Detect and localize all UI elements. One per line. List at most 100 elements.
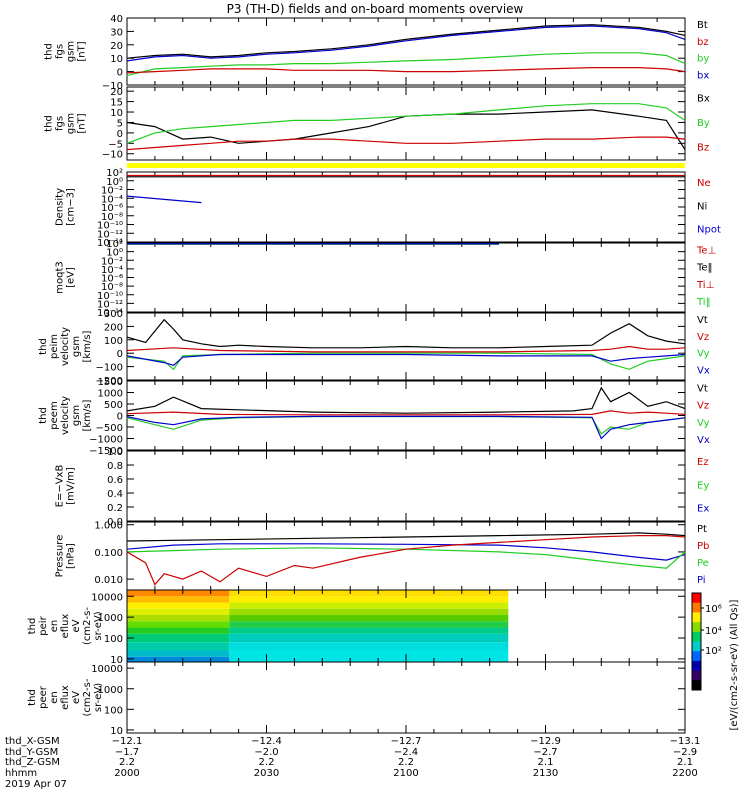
y-tick-label: 20	[110, 41, 123, 52]
y-tick-label: −500	[96, 423, 123, 434]
y-tick-label: 10²	[106, 239, 123, 250]
y-axis-label: sr-eV)	[93, 611, 104, 640]
spectrogram-cell	[127, 596, 230, 603]
spectrogram-cell	[229, 590, 509, 597]
panel-pressure: 1.000 0.100 0.010 Pressure [nPa] Pt Pb Pe Pi	[55, 521, 709, 591]
legend-entry: By	[697, 118, 710, 129]
spectrogram-cell	[127, 602, 230, 609]
legend-entry: Te⊥	[696, 245, 716, 256]
series-Npot	[126, 195, 202, 204]
y-axis-label: [nPa]	[66, 543, 77, 569]
spectrogram-cell	[127, 656, 230, 662]
colorbar-swatch	[692, 631, 701, 642]
y-tick-label: 15	[110, 98, 123, 109]
y-tick-label: 0.4	[107, 489, 123, 500]
y-tick-label: 10	[110, 655, 123, 666]
y-axis-label: velocity	[60, 396, 71, 435]
y-axis-label: sr-eV)	[93, 683, 104, 712]
y-tick-label: −1500	[89, 446, 123, 457]
legend-entry: Bt	[697, 20, 708, 31]
y-tick-label: 5	[117, 118, 123, 129]
series-Pi	[126, 543, 686, 561]
panel-fgs: 40 30 20 10 0 −10 thd fgs gsm [nT] Bt bz by bx	[44, 14, 710, 92]
x-tick-label: 2000	[114, 768, 139, 779]
y-tick-label: 10⁻⁴	[101, 194, 123, 205]
y-tick-label: 0	[117, 129, 123, 140]
legend-entry: Vt	[697, 315, 708, 326]
panel-frame	[126, 171, 686, 243]
plot-title: P3 (TH-D) fields and on-board moments ov…	[227, 2, 524, 16]
legend-entry: Ni	[697, 201, 707, 212]
y-axis-label: thd	[38, 407, 49, 424]
x-tick-label: 2.1	[677, 757, 693, 768]
y-tick-label: 10⁻⁸	[101, 282, 123, 293]
y-tick-label: 1500	[98, 377, 123, 388]
series-bz	[126, 66, 686, 74]
panel-frame	[126, 450, 686, 522]
y-axis-label: [eV]	[66, 267, 77, 288]
x-tick-label: 2200	[672, 768, 697, 779]
x-tick-label: 2.2	[398, 757, 414, 768]
x-tick-label: −2.0	[254, 747, 278, 758]
x-tick-label: 2100	[393, 768, 418, 779]
series-Vy	[126, 416, 686, 435]
x-tick-label: 2.2	[119, 757, 135, 768]
y-tick-label: 0.6	[107, 475, 123, 486]
y-axis-label: thd	[44, 43, 55, 60]
panel-frame	[126, 521, 686, 591]
series-Pe	[126, 547, 686, 569]
series-Pt	[126, 532, 686, 542]
legend-entry: Pb	[697, 541, 709, 552]
series-Vx	[126, 415, 686, 440]
y-axis-label: peir	[38, 615, 49, 635]
y-tick-label: 1000	[98, 389, 123, 400]
series-By	[126, 103, 686, 144]
colorbar-swatch	[692, 660, 701, 672]
spectrogram-cell	[229, 633, 509, 643]
x-tick-label: −12.4	[251, 736, 282, 747]
panel-vi: 300 200 100 0 −100 −200 thd peim velocity gsm [km/…	[38, 309, 710, 387]
series-Pb	[126, 534, 686, 586]
y-axis-label: peim	[49, 334, 60, 359]
x-row-label: thd_Y-GSM	[5, 747, 58, 758]
y-tick-label: 10⁻²	[101, 186, 123, 197]
x-tick-label: −2.9	[673, 747, 697, 758]
spectrogram-cell	[229, 615, 509, 622]
legend-entry: by	[697, 54, 709, 65]
y-axis-label: peer	[38, 685, 49, 709]
y-tick-label: 20	[110, 87, 123, 98]
y-tick-label: 10⁻⁸	[101, 212, 123, 223]
y-axis-label: en	[49, 691, 60, 704]
y-tick-label: −200	[96, 376, 123, 387]
y-axis-label: velocity	[60, 327, 71, 366]
series-Bt	[126, 24, 686, 59]
y-tick-label: 10²	[106, 168, 123, 179]
panel-density: 10²10⁰10⁻²10⁻⁴10⁻⁶10⁻⁸10⁻¹⁰10⁻¹²10⁻¹⁴Den…	[55, 168, 721, 249]
y-axis-label: eV	[71, 619, 82, 632]
spectrogram-cell	[229, 608, 509, 616]
x-tick-label: 2.2	[259, 757, 275, 768]
legend-entry: Vz	[697, 332, 709, 343]
y-axis-label: E=−VxB	[55, 465, 66, 508]
y-tick-label: 10⁻⁶	[101, 274, 123, 285]
legend-entry: Ne	[697, 178, 711, 189]
legend-entry: Vz	[697, 401, 709, 412]
y-tick-label: 0	[117, 349, 123, 360]
y-axis-label: gsm	[71, 336, 82, 357]
legend-entry: Ey	[697, 480, 709, 491]
y-tick-label: −100	[96, 363, 123, 374]
panel-frame	[126, 17, 686, 86]
y-axis-label: thd	[27, 618, 38, 635]
panel-frame	[126, 661, 686, 734]
y-axis-label: [nT]	[77, 41, 88, 61]
panel-frame	[126, 86, 686, 161]
y-axis-label: (cm2-s-	[82, 607, 93, 645]
spectrogram-cell	[229, 596, 509, 603]
y-axis-label: [cm−3]	[66, 188, 77, 226]
legend-entry: Vx	[697, 435, 710, 446]
x-tick-label: 2130	[533, 768, 558, 779]
spectrogram-cell	[127, 650, 230, 657]
spectrogram-cell	[127, 633, 230, 643]
